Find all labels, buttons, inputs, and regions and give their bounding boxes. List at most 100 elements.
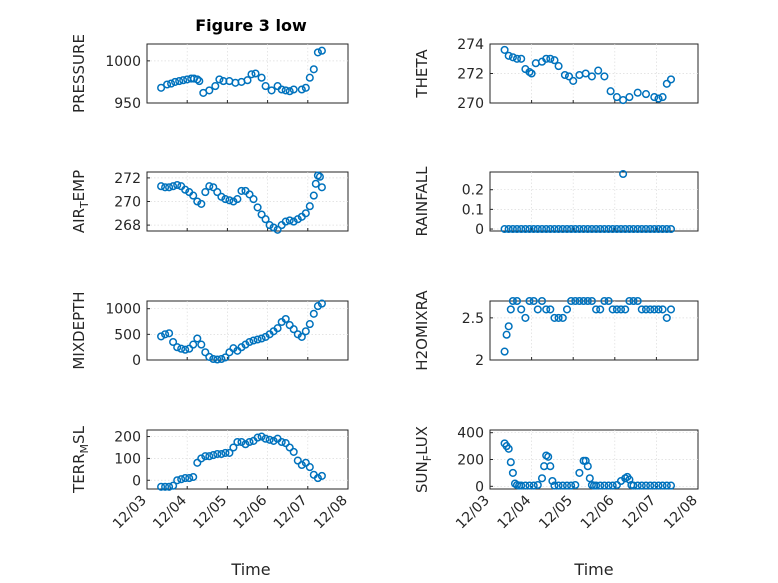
data-point — [600, 296, 609, 306]
data-point — [181, 474, 190, 483]
data-point — [666, 305, 676, 314]
data-point — [233, 195, 242, 204]
data-point — [165, 329, 174, 338]
data-point — [546, 54, 555, 63]
data-point — [193, 75, 202, 84]
data-point — [637, 224, 646, 234]
y-tick-label: 200 — [114, 430, 141, 446]
y-tick-label: 0.2 — [462, 183, 484, 199]
x-tick-label: 12/03 — [110, 493, 150, 533]
subplot-air-temp: 268 270 272 AIRTEMP — [70, 170, 349, 234]
data-point — [533, 480, 542, 490]
data-point — [658, 93, 667, 102]
data-point — [161, 330, 170, 339]
data-point — [658, 481, 667, 490]
data-point-outlier — [619, 169, 628, 179]
data-point — [163, 80, 172, 89]
data-point — [625, 224, 634, 234]
y-tick-label: 500 — [114, 327, 141, 343]
data-point — [558, 313, 567, 322]
x-axis-label-right: Time — [573, 560, 613, 579]
data-point — [616, 224, 626, 234]
data-point — [650, 93, 659, 102]
data-point — [253, 203, 262, 212]
data-point — [305, 463, 314, 472]
data-point — [229, 443, 238, 452]
data-point — [301, 458, 310, 467]
data-point — [221, 195, 230, 204]
data-point — [245, 337, 254, 347]
data-point — [558, 224, 567, 234]
data-point — [548, 476, 557, 486]
data-point — [171, 77, 180, 86]
data-point — [554, 224, 563, 234]
data-point — [309, 191, 318, 200]
y-axis-label: THETA — [413, 49, 431, 99]
data-point — [502, 330, 511, 339]
subplot-mixdepth: 0 500 1000 MIXDEPTH — [70, 291, 349, 370]
data-point — [575, 224, 584, 234]
y-axis-label: PRESSURE — [70, 34, 88, 113]
data-point — [215, 75, 224, 84]
data-point — [315, 172, 324, 181]
data-point — [529, 481, 538, 490]
data-point — [249, 336, 258, 345]
data-point — [662, 224, 671, 234]
data-point — [612, 480, 621, 490]
data-point — [592, 224, 601, 234]
data-point — [189, 472, 198, 482]
data-point — [529, 296, 538, 306]
data-point — [193, 458, 202, 467]
data-point — [245, 437, 254, 447]
data-point — [650, 305, 659, 314]
data-point — [297, 332, 306, 341]
data-point — [281, 439, 290, 448]
data-point — [587, 296, 596, 306]
data-point — [629, 481, 638, 490]
data-point — [587, 72, 596, 81]
data-point — [217, 354, 226, 364]
data-series — [500, 439, 676, 490]
data-point — [311, 179, 320, 188]
data-point — [237, 437, 246, 447]
data-point — [571, 480, 580, 490]
data-point — [213, 188, 222, 197]
plot-area — [489, 300, 699, 361]
data-point — [594, 66, 603, 75]
y-tick-label: 200 — [457, 453, 484, 469]
data-point — [301, 327, 310, 336]
data-point — [550, 224, 559, 234]
y-tick-label: 272 — [114, 171, 141, 187]
data-point — [525, 224, 534, 234]
data-point — [169, 182, 178, 191]
data-point — [521, 313, 530, 322]
data-point — [205, 352, 214, 361]
data-point — [165, 482, 174, 491]
data-point — [213, 449, 222, 459]
data-point — [567, 224, 576, 234]
data-point — [641, 481, 651, 490]
data-point — [646, 481, 655, 490]
figure-title: Figure 3 low — [195, 16, 307, 35]
data-point — [209, 451, 218, 460]
data-point — [301, 83, 310, 92]
data-point — [165, 183, 174, 192]
y-tick-label: 950 — [114, 96, 141, 112]
data-point — [560, 70, 569, 80]
data-point — [550, 56, 559, 65]
data-point — [575, 296, 584, 306]
data-point — [267, 86, 276, 95]
data-point — [201, 188, 210, 197]
data-point — [521, 224, 530, 234]
data-series — [500, 169, 676, 234]
data-point — [625, 296, 634, 306]
data-point — [650, 481, 659, 490]
data-point — [546, 462, 555, 471]
x-tick-label: 12/08 — [311, 493, 351, 533]
data-point — [309, 65, 318, 74]
data-point — [554, 481, 563, 490]
data-point — [293, 215, 302, 224]
y-tick-label: 272 — [457, 67, 484, 83]
data-point — [189, 191, 198, 200]
data-point — [169, 337, 178, 347]
